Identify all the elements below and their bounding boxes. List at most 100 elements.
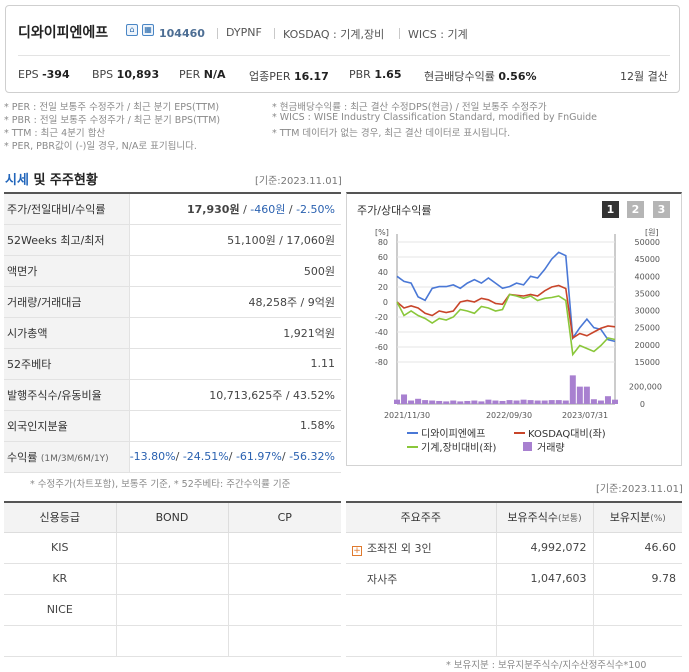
ticker-code: 104460 <box>159 27 205 40</box>
volume-bar <box>513 400 520 404</box>
holder-shares: 1,047,603 <box>496 563 594 595</box>
row-value: 51,100원 / 17,060원 <box>129 224 341 256</box>
holder-footnote: * 보유지분 : 보유지분주식수/지수산정주식수*100 <box>446 660 647 671</box>
return-1y: -56.32% <box>289 450 335 463</box>
volume-bar <box>562 400 569 404</box>
eng-code: DYPNF <box>226 26 262 39</box>
return-6m: -61.97% <box>235 450 282 463</box>
metric-bps: BPS 10,893 <box>92 68 160 81</box>
volume-bar <box>415 398 422 404</box>
volume-bar <box>401 394 408 404</box>
volume-bar <box>492 400 499 404</box>
table-row: KIS <box>4 532 341 564</box>
table-row: 발행주식수/유동비율 10,713,625주 / 43.52% <box>4 379 341 411</box>
left-tick-label: 40 <box>378 268 388 277</box>
volume-bar <box>520 399 527 404</box>
table-row <box>4 625 341 657</box>
company-header: 디와이피엔에프 ⌂ ▦ 104460 DYPNF KOSDAQ : 기계,장비 … <box>5 5 680 93</box>
left-tick-label: -20 <box>375 313 388 322</box>
column-header: 주요주주 <box>346 502 497 533</box>
holder-base-date: [기준:2023.11.01] <box>596 484 683 495</box>
table-row <box>346 625 682 657</box>
row-label: 시가총액 <box>4 317 130 349</box>
row-label: 액면가 <box>4 255 130 287</box>
holder-name: 자사주 <box>346 563 497 595</box>
home-icon[interactable]: ⌂ <box>126 24 138 36</box>
table-row: 주가/전일대비/수익률 17,930원 / -460원 / -2.50% <box>4 193 341 225</box>
table-row: 52주베타 1.11 <box>4 348 341 380</box>
volume-bar <box>506 400 513 404</box>
volume-bar <box>541 400 548 404</box>
column-header: 신용등급 <box>4 502 117 533</box>
volume-bar <box>499 400 506 404</box>
volume-bar <box>457 401 464 404</box>
right-tick-label: 30000 <box>635 307 660 316</box>
price-footnote: * 수정주가(차트포함), 보통주 기준, * 52주베타: 주간수익률 기준 <box>30 479 291 490</box>
volume-bar <box>534 400 541 404</box>
fiscal-month: 12월 결산 <box>620 70 668 83</box>
kosdaq-relative-line <box>396 284 616 340</box>
chart-panel: 주가/상대수익률 1 2 3 [%] 80 60 40 20 0 -20 -40 -60 -80[… <box>346 192 682 466</box>
table-header-row: 주요주주 보유주식수(보통) 보유지분(%) <box>346 502 682 533</box>
holder-name: + 조좌진 외 3인 <box>346 532 497 564</box>
current-price: 17,930원 <box>187 202 240 216</box>
volume-bar <box>478 401 485 404</box>
chart-page-1-button[interactable]: 1 <box>602 201 619 218</box>
volume-tick-label: 0 <box>640 400 645 409</box>
left-tick-label: 20 <box>378 283 388 292</box>
table-row: KR <box>4 563 341 595</box>
volume-bar <box>590 399 597 404</box>
volume-bar <box>429 400 436 404</box>
price-table: 주가/전일대비/수익률 17,930원 / -460원 / -2.50% 52W… <box>4 192 341 473</box>
right-tick-label: 40000 <box>635 272 660 281</box>
agency-name: KR <box>4 563 117 595</box>
right-axis-unit: [원] <box>645 228 659 237</box>
building-icon[interactable]: ▦ <box>142 24 154 36</box>
row-label: 수익률 (1M/3M/6M/1Y) <box>4 441 130 473</box>
row-label: 거래량/거래대금 <box>4 286 130 318</box>
industry-relative-line <box>396 293 616 357</box>
chart-page-2-button[interactable]: 2 <box>627 201 644 218</box>
right-tick-label: 45000 <box>635 255 660 264</box>
bond-rating <box>116 594 229 626</box>
expand-plus-icon[interactable]: + <box>352 545 362 556</box>
row-label: 외국인지분율 <box>4 410 130 442</box>
volume-bar <box>597 400 604 404</box>
volume-bar <box>485 399 492 404</box>
left-axis-unit: [%] <box>375 228 389 237</box>
price-line <box>396 251 616 343</box>
agency-name: NICE <box>4 594 117 626</box>
divider <box>399 28 400 39</box>
note-wics: * WICS : WISE Industry Classification St… <box>272 112 598 123</box>
volume-bar <box>555 400 562 404</box>
metric-industry-per: 업종PER 16.17 <box>249 70 329 83</box>
market-info: KOSDAQ : 기계,장비 <box>283 28 385 41</box>
note-pbr: * PBR : 전일 보통주 수정주가 / 최근 분기 BPS(TTM) <box>4 115 221 126</box>
left-tick-label: 60 <box>378 253 388 262</box>
column-header: BOND <box>116 502 229 533</box>
divider <box>217 28 218 39</box>
price-change: -460원 <box>250 202 286 216</box>
major-shareholder-table: 주요주주 보유주식수(보통) 보유지분(%) + 조좌진 외 3인 4,992,0… <box>346 501 682 657</box>
metric-dividend-yield: 현금배당수익률 0.56% <box>424 70 537 83</box>
row-label: 발행주식수/유동비율 <box>4 379 130 411</box>
section-title: 시세 및 주주현황 <box>5 173 98 188</box>
volume-bar <box>604 396 611 404</box>
volume-bar <box>443 401 450 404</box>
left-tick-label: 80 <box>378 238 388 247</box>
volume-tick-label: 200,000 <box>629 383 662 392</box>
row-value: 500원 <box>129 255 341 287</box>
left-tick-label: 0 <box>383 298 388 307</box>
divider <box>274 28 275 39</box>
return-1m: -13.80% <box>129 450 176 463</box>
metric-eps: EPS -394 <box>18 68 70 81</box>
chart-page-3-button[interactable]: 3 <box>653 201 670 218</box>
table-header-row: 신용등급 BOND CP <box>4 502 341 533</box>
holder-ratio: 9.78 <box>593 563 682 595</box>
table-row: 시가총액 1,921억원 <box>4 317 341 349</box>
cp-rating <box>228 532 341 564</box>
holder-ratio: 46.60 <box>593 532 682 564</box>
agency-name: KIS <box>4 532 117 564</box>
returns-value: -13.80%/ -24.51%/ -61.97%/ -56.32% <box>129 441 341 473</box>
bond-rating <box>116 532 229 564</box>
